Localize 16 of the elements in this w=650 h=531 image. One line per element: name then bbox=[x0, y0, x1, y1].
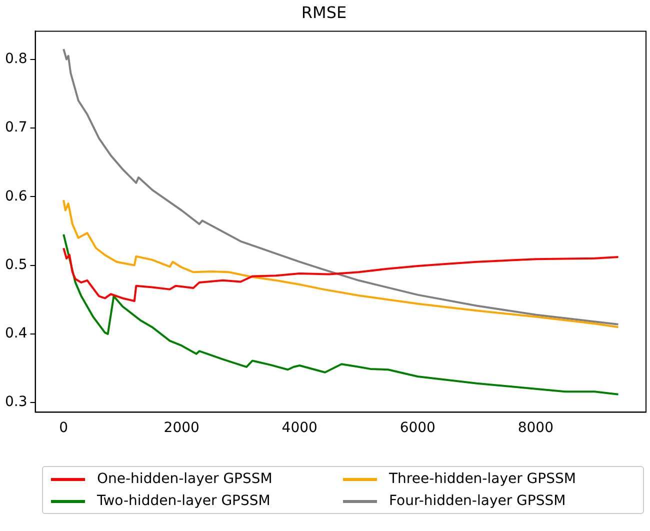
legend-label: Four-hidden-layer GPSSM bbox=[389, 493, 566, 509]
x-tick-label: 4000 bbox=[282, 420, 318, 436]
y-tick-label: 0.3 bbox=[5, 394, 28, 410]
x-tick-label: 8000 bbox=[518, 420, 554, 436]
y-tick-label: 0.5 bbox=[5, 256, 28, 273]
x-tick-label: 2000 bbox=[164, 420, 200, 436]
y-tick-label: 0.8 bbox=[5, 50, 28, 67]
x-tick-label: 6000 bbox=[400, 420, 436, 436]
y-tick-label: 0.6 bbox=[5, 188, 28, 204]
y-tick-label: 0.4 bbox=[5, 326, 28, 342]
legend-label: Two-hidden-layer GPSSM bbox=[97, 493, 270, 509]
legend-label: Three-hidden-layer GPSSM bbox=[389, 471, 576, 487]
y-tick-label: 0.7 bbox=[5, 120, 28, 136]
chart-title: RMSE bbox=[301, 2, 347, 22]
legend-label: One-hidden-layer GPSSM bbox=[97, 471, 272, 487]
x-tick-label: 0 bbox=[59, 420, 68, 436]
